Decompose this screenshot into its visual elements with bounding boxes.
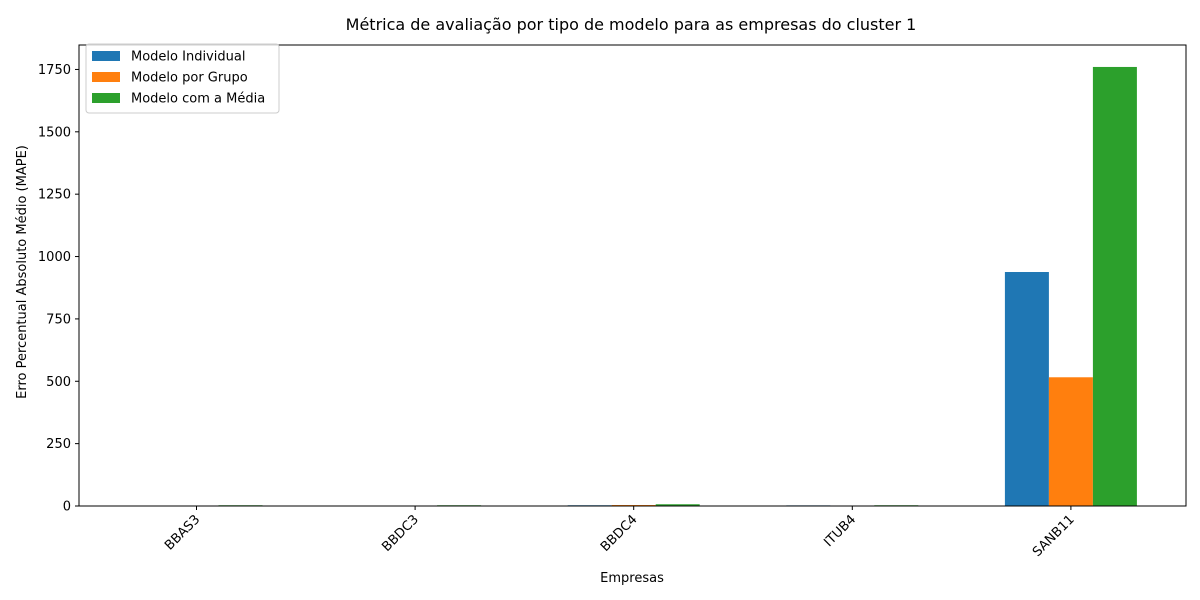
x-tick-label-bbdc4: BBDC4 [598, 512, 641, 555]
legend-label-3: Modelo com a Média [131, 92, 265, 107]
y-tick-label: 250 [46, 437, 71, 452]
y-tick-label: 0 [63, 500, 71, 515]
x-tick-label-itub4: ITUB4 [821, 512, 859, 550]
chart-title: Métrica de avaliação por tipo de modelo … [346, 15, 917, 34]
legend-frame [85, 43, 280, 114]
plot-frame [78, 44, 1187, 507]
y-tick-label: 1500 [38, 125, 71, 140]
legend-label-2: Modelo por Grupo [131, 71, 248, 86]
legend-swatch-1 [92, 51, 120, 61]
y-tick-label: 750 [46, 312, 71, 327]
bar-bbdc4-series-3 [655, 504, 700, 506]
legend-swatch-2 [92, 72, 120, 82]
bar-sanb11-series-2 [1048, 377, 1093, 506]
legend: Modelo Individual Modelo por Grupo Modelo … [85, 43, 280, 114]
y-tick-label: 500 [46, 375, 71, 390]
y-axis-label: Erro Percentual Absoluto Médio (MAPE) [15, 145, 30, 399]
bars-group [130, 66, 1137, 506]
x-tick-label-bbas3: BBAS3 [162, 512, 203, 553]
bar-sanb11-series-3 [1092, 66, 1137, 506]
y-tick-label: 1000 [38, 250, 71, 265]
y-tick-label: 1250 [38, 188, 71, 203]
bar-sanb11-series-1 [1004, 272, 1049, 506]
y-tick-label: 1750 [38, 63, 71, 78]
y-axis: 0 250 500 750 1000 1250 1500 1750 [38, 63, 79, 515]
legend-swatch-3 [92, 93, 120, 103]
legend-label-1: Modelo Individual [131, 50, 245, 65]
x-tick-label-sanb11: SANB11 [1030, 512, 1078, 560]
x-axis-label: Empresas [600, 571, 664, 586]
x-tick-label-bbdc3: BBDC3 [379, 512, 422, 555]
x-axis: BBAS3 BBDC3 BBDC4 ITUB4 SANB11 [162, 506, 1078, 560]
